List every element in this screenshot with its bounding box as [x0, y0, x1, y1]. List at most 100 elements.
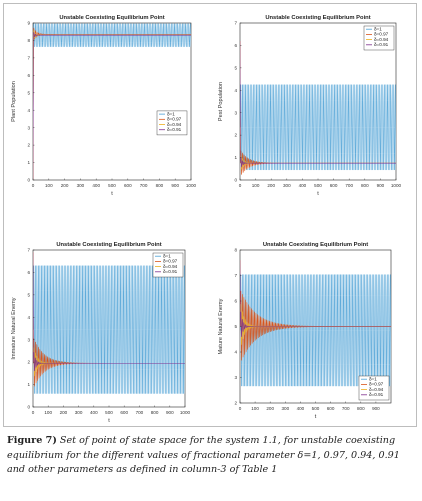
x-tick-label: 900 — [166, 410, 174, 415]
y-tick-label: 8 — [234, 248, 237, 253]
x-tick-label: 0 — [32, 410, 35, 415]
legend: δ=1δ=0.97δ=0.94δ=0.91 — [152, 252, 184, 278]
x-tick-label: 200 — [61, 183, 69, 188]
chart-panel-4: 0 100 200 300 400 500 600 700 800 900 2 3 4 5 6 7 8 Unsta… — [218, 242, 392, 420]
x-tick-label: 500 — [314, 183, 322, 188]
y-tick-label: 7 — [234, 21, 237, 26]
y-tick-label: 6 — [27, 73, 30, 78]
x-tick-label: 800 — [361, 183, 369, 188]
legend-entry: δ=1 — [163, 254, 171, 259]
caption-text: Set of point of state space for the syst… — [7, 435, 400, 475]
legend-entry: δ=0.91 — [163, 269, 178, 274]
series-line-1 — [33, 23, 191, 180]
legend-entry: δ=0.94 — [369, 387, 384, 392]
series-line-4 — [240, 40, 396, 168]
x-tick-label: 200 — [266, 406, 274, 411]
x-tick-label: 800 — [357, 406, 365, 411]
x-axis-label: t — [315, 414, 317, 420]
x-tick-label: 400 — [297, 406, 305, 411]
y-tick-label: 1 — [27, 382, 30, 387]
x-tick-label: 1000 — [391, 183, 402, 188]
x-tick-label: 900 — [171, 183, 179, 188]
y-tick-label: 5 — [27, 90, 30, 95]
x-tick-label: 700 — [140, 183, 148, 188]
y-tick-label: 0 — [27, 178, 30, 183]
legend-entry: δ=0.94 — [167, 122, 182, 127]
legend-entry: δ=0.97 — [167, 117, 182, 122]
series-line-1 — [33, 252, 185, 394]
y-tick-label: 2 — [234, 133, 237, 138]
chart-title: Unstable Coexisting Equilibrium Point — [56, 242, 161, 248]
legend-entry: δ=0.91 — [369, 392, 384, 397]
x-axis-label: t — [108, 418, 110, 424]
series-line-4 — [33, 252, 185, 372]
y-tick-label: 7 — [27, 248, 30, 253]
y-tick-label: 0 — [234, 178, 237, 183]
legend-entry: δ=1 — [369, 377, 377, 382]
y-axis-label: Plant Population — [11, 81, 17, 122]
legend: δ=1δ=0.97δ=0.94δ=0.91 — [358, 375, 390, 401]
legend-box — [152, 252, 184, 278]
legend-entry: δ=0.97 — [369, 382, 384, 387]
legend-entry: δ=1 — [167, 111, 175, 116]
y-axis-label: Pest Population — [218, 82, 224, 121]
x-tick-label: 0 — [32, 183, 35, 188]
figure-label: Figure 7) — [7, 435, 57, 446]
figure-caption: Figure 7) Set of point of state space fo… — [7, 434, 415, 478]
x-tick-label: 900 — [372, 406, 380, 411]
legend-entry: δ=0.91 — [167, 127, 182, 132]
x-tick-label: 0 — [239, 183, 242, 188]
legend-box — [358, 375, 390, 401]
x-tick-label: 500 — [105, 410, 113, 415]
x-tick-label: 600 — [120, 410, 128, 415]
plot-area — [32, 22, 192, 181]
y-tick-label: 5 — [234, 324, 237, 329]
legend: δ=1δ=0.97δ=0.94δ=0.91 — [156, 110, 188, 136]
y-tick-label: 8 — [27, 38, 30, 43]
chart-panel-2: 0 100 200 300 400 500 600 700 800 900 1000 0 1 2 3 4 5 6 7… — [218, 15, 402, 197]
x-tick-label: 500 — [108, 183, 116, 188]
y-axis-label: Immature Natural Enemy — [11, 297, 17, 359]
x-tick-label: 1000 — [186, 183, 197, 188]
x-tick-label: 700 — [136, 410, 144, 415]
series-line-1 — [240, 260, 391, 387]
legend-entry: δ=0.91 — [374, 42, 389, 47]
x-tick-label: 300 — [77, 183, 85, 188]
y-tick-label: 1 — [27, 160, 30, 165]
x-tick-label: 400 — [90, 410, 98, 415]
x-tick-label: 300 — [281, 406, 289, 411]
x-tick-label: 100 — [252, 183, 260, 188]
y-tick-label: 2 — [27, 143, 30, 148]
chart-panel-1: 0 100 200 300 400 500 600 700 800 900 1000 0 1 2 3 4 5 6 7… — [11, 15, 197, 197]
chart-panel-3: 0 100 200 300 400 500 600 700 800 900 1000 0 1 2 3 4 5 6 7… — [11, 242, 191, 424]
legend: δ=1δ=0.97δ=0.94δ=0.91 — [363, 25, 395, 51]
x-tick-label: 700 — [342, 406, 350, 411]
x-tick-label: 200 — [60, 410, 68, 415]
x-tick-label: 0 — [239, 406, 242, 411]
y-tick-label: 3 — [27, 337, 30, 342]
x-axis-label: t — [317, 191, 319, 197]
series-line-1 — [240, 40, 396, 171]
x-tick-label: 500 — [312, 406, 320, 411]
y-tick-label: 3 — [234, 110, 237, 115]
panel-frame — [3, 3, 417, 427]
x-axis-label: t — [111, 191, 113, 197]
chart-title: Unstable Coexisting Equilibrium Point — [263, 242, 368, 248]
legend-box — [363, 25, 395, 51]
y-tick-label: 0 — [27, 405, 30, 410]
series-line-4 — [240, 260, 391, 337]
x-tick-label: 800 — [151, 410, 159, 415]
y-tick-label: 6 — [27, 270, 30, 275]
y-tick-label: 4 — [234, 88, 237, 93]
legend-entry: δ=0.94 — [163, 264, 178, 269]
y-tick-label: 6 — [234, 43, 237, 48]
x-tick-label: 300 — [283, 183, 291, 188]
x-tick-label: 100 — [44, 410, 52, 415]
series-line-2 — [33, 27, 191, 180]
y-tick-label: 7 — [234, 273, 237, 278]
y-tick-label: 5 — [234, 65, 237, 70]
legend-entry: δ=1 — [374, 27, 382, 32]
y-tick-label: 4 — [234, 350, 237, 355]
x-tick-label: 400 — [299, 183, 307, 188]
